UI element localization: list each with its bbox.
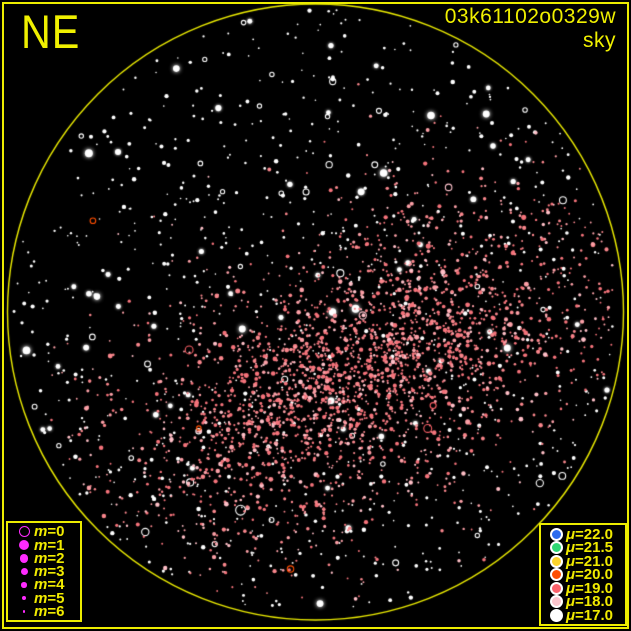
mu-color-icon bbox=[546, 568, 566, 581]
legend-label: μ=21.5 bbox=[566, 539, 614, 556]
legend-row-m3: m=3 bbox=[14, 563, 80, 580]
legend-label: m=1 bbox=[34, 536, 65, 554]
mu-color-icon bbox=[546, 541, 566, 554]
legend-label: m=4 bbox=[34, 576, 65, 594]
legend-row-mu20: μ=20.0 bbox=[546, 566, 625, 583]
mu-color-icon bbox=[546, 581, 566, 595]
legend-label: μ=22.0 bbox=[566, 525, 614, 543]
legend-row-mu22: μ=22.0 bbox=[546, 525, 625, 543]
plot-type-label: sky bbox=[583, 29, 616, 52]
legend-label: m=0 bbox=[34, 523, 65, 541]
legend-row-m0: m=0 bbox=[14, 523, 80, 541]
legend-label: μ=17.0 bbox=[566, 606, 614, 624]
mu-color-icon bbox=[546, 554, 566, 568]
legend-row-mu21-5: μ=21.5 bbox=[546, 539, 625, 556]
legend-row-mu19: μ=19.0 bbox=[546, 579, 625, 597]
magnitude-symbol-icon bbox=[14, 568, 34, 575]
legend-row-mu18: μ=18.0 bbox=[546, 593, 625, 610]
mu-color-icon bbox=[546, 527, 566, 541]
legend-label: m=6 bbox=[34, 602, 65, 620]
magnitude-legend: m=0 m=1 m=2 m=3 m=4 m=5 m=6 bbox=[6, 521, 82, 622]
legend-row-mu17: μ=17.0 bbox=[546, 606, 625, 624]
surface-brightness-legend: μ=22.0 μ=21.5 μ=21.0 μ=20.0 μ=19.0 μ=18.… bbox=[539, 523, 627, 626]
legend-row-m5: m=5 bbox=[14, 589, 80, 607]
legend-row-m4: m=4 bbox=[14, 576, 80, 594]
legend-row-m1: m=1 bbox=[14, 536, 80, 554]
magnitude-symbol-icon bbox=[14, 526, 34, 538]
magnitude-symbol-icon bbox=[14, 596, 34, 600]
exposure-title: 03k61102o0329w bbox=[444, 5, 616, 28]
mu-color-icon bbox=[546, 595, 566, 608]
magnitude-symbol-icon bbox=[14, 540, 34, 550]
title-block: 03k61102o0329w sky bbox=[445, 5, 616, 53]
legend-row-m6: m=6 bbox=[14, 602, 80, 620]
legend-label: μ=20.0 bbox=[566, 566, 614, 583]
legend-label: μ=21.0 bbox=[566, 552, 614, 570]
legend-label: μ=18.0 bbox=[566, 593, 614, 610]
orientation-label: NE bbox=[21, 5, 81, 58]
legend-label: m=3 bbox=[34, 563, 65, 580]
mu-color-icon bbox=[546, 608, 566, 622]
magnitude-symbol-icon bbox=[14, 582, 34, 588]
magnitude-symbol-icon bbox=[14, 554, 34, 563]
legend-label: m=5 bbox=[34, 589, 65, 607]
legend-label: m=2 bbox=[34, 549, 65, 567]
legend-row-m2: m=2 bbox=[14, 549, 80, 567]
legend-label: μ=19.0 bbox=[566, 579, 614, 597]
legend-row-mu21: μ=21.0 bbox=[546, 552, 625, 570]
magnitude-symbol-icon bbox=[14, 610, 34, 613]
